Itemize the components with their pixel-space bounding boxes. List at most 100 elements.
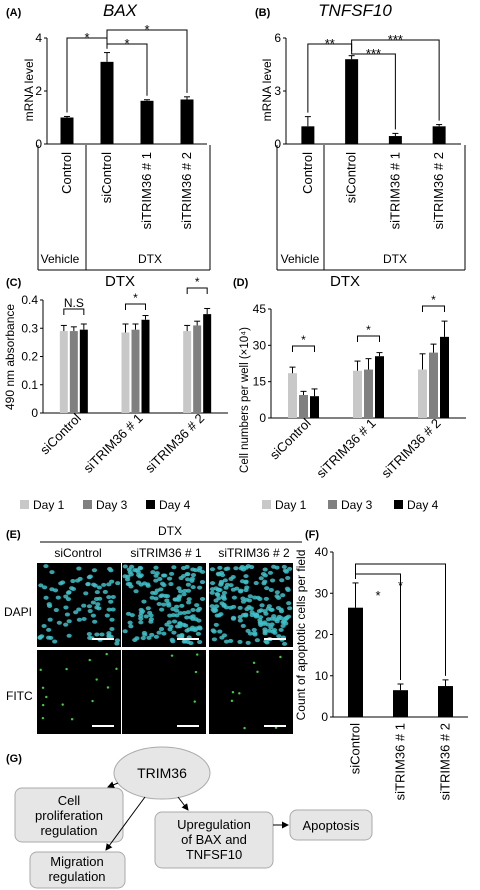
nucleus-blob: [178, 576, 184, 581]
nucleus-blob: [221, 595, 227, 600]
nucleus-blob: [138, 620, 144, 625]
fitc-spot: [95, 678, 98, 681]
panel-a-x-tick-label: siTRIM36 # 2: [179, 152, 194, 229]
nucleus-blob: [53, 608, 59, 613]
nucleus-blob: [275, 605, 282, 610]
nucleus-blob: [177, 621, 183, 626]
fitc-spot: [196, 653, 199, 656]
nucleus-blob: [195, 608, 201, 613]
nucleus-blob: [141, 581, 148, 586]
nucleus-blob: [269, 622, 275, 627]
panel-a-bar: [60, 117, 74, 144]
nucleus-blob: [184, 628, 190, 633]
nucleus-blob: [266, 628, 273, 633]
nucleus-blob: [134, 568, 140, 573]
panel-d-ylabel: Cell numbers per well (×10⁴): [239, 327, 251, 473]
panel-d-significance-bracket: [422, 305, 445, 312]
nucleus-blob: [104, 613, 110, 618]
fitc-spot: [41, 686, 45, 689]
nucleus-blob: [286, 566, 293, 571]
nucleus-blob: [167, 613, 173, 618]
panel-d-bar: [364, 369, 373, 418]
panel-f-y-tick-label: 40: [315, 545, 329, 559]
panel-b-bar: [432, 126, 446, 144]
panel-d-bar: [375, 356, 384, 418]
legend-swatch-day3: [83, 500, 92, 509]
panel-f-significance-bracket: [355, 563, 446, 676]
nucleus-blob: [189, 576, 195, 581]
panel-c-bar: [131, 329, 140, 413]
panel-f-y-tick-label: 10: [315, 669, 329, 683]
nucleus-blob: [87, 574, 93, 579]
nucleus-blob: [197, 640, 203, 645]
panel-a-tag: (A): [6, 7, 22, 19]
nucleus-blob: [149, 632, 155, 637]
nucleus-blob: [262, 627, 268, 632]
fitc-spot: [88, 658, 91, 662]
nucleus-blob: [265, 617, 272, 622]
apoptosis-node: [289, 809, 373, 841]
nucleus-blob: [249, 610, 255, 615]
nucleus-blob: [194, 603, 200, 608]
legend-label-day3: Day 3: [96, 498, 128, 512]
nucleus-blob: [185, 582, 192, 587]
nucleus-blob: [260, 571, 267, 576]
nucleus-blob: [138, 607, 144, 612]
panel-b-bar: [345, 59, 359, 145]
nucleus-blob: [166, 576, 173, 581]
panel-f-significance-label: *: [375, 588, 380, 603]
panel-a-significance-bracket: [106, 29, 188, 93]
nucleus-blob: [278, 627, 284, 632]
nucleus-blob: [47, 617, 53, 622]
nucleus-blob: [272, 630, 278, 635]
nucleus-blob: [164, 598, 170, 603]
panel-a-bar: [180, 99, 194, 144]
nucleus-blob: [223, 585, 229, 590]
nucleus-blob: [76, 607, 82, 612]
nucleus-blob: [217, 565, 223, 570]
nucleus-blob: [269, 607, 275, 612]
panel-d-bar: [288, 373, 297, 418]
panel-d-bar: [418, 369, 427, 418]
nucleus-blob: [153, 573, 159, 578]
nucleus-blob: [160, 573, 167, 578]
nucleus-blob: [286, 601, 292, 606]
nucleus-blob: [285, 588, 291, 593]
panel-d-x-tick-label: siTRIM36 # 1: [313, 416, 378, 481]
nucleus-blob: [170, 607, 176, 612]
nucleus-blob: [181, 639, 187, 644]
nucleus-blob: [52, 639, 58, 644]
nucleus-blob: [43, 595, 49, 600]
fitc-spot: [238, 692, 241, 695]
panel-e-col-label-1: siTRIM36 # 1: [130, 546, 202, 560]
nucleus-blob: [129, 613, 135, 618]
panel-c-significance-label: *: [133, 291, 138, 305]
nucleus-blob: [133, 589, 139, 594]
nucleus-blob: [127, 570, 133, 575]
nucleus-blob: [106, 607, 112, 612]
nucleus-blob: [210, 628, 216, 633]
panel-f-y-tick-label: 0: [321, 710, 328, 724]
nucleus-blob: [274, 590, 280, 595]
nucleus-blob: [63, 622, 69, 627]
fitc-spot: [70, 718, 74, 721]
nucleus-blob: [188, 641, 194, 646]
nucleus-blob: [221, 590, 228, 595]
nucleus-blob: [170, 639, 176, 644]
nucleus-blob: [46, 627, 52, 632]
panel-c-significance-bracket: [186, 287, 208, 294]
nucleus-blob: [237, 618, 243, 623]
nucleus-blob: [38, 583, 44, 588]
panel-g: (G) TRIM36 Cell proliferation regulation…: [6, 746, 373, 889]
nucleus-blob: [258, 576, 264, 581]
upregulation-node: [154, 811, 274, 869]
nucleus-blob: [199, 596, 206, 601]
nucleus-blob: [66, 633, 72, 638]
nucleus-blob: [63, 594, 69, 599]
panel-d-y-tick-label: 45: [253, 302, 267, 316]
nucleus-blob: [110, 594, 116, 599]
panel-b-x-tick-label: siTRIM36 # 2: [431, 152, 446, 229]
nucleus-blob: [223, 605, 230, 610]
panel-d-significance-label: *: [366, 323, 371, 337]
nucleus-blob: [186, 597, 192, 602]
